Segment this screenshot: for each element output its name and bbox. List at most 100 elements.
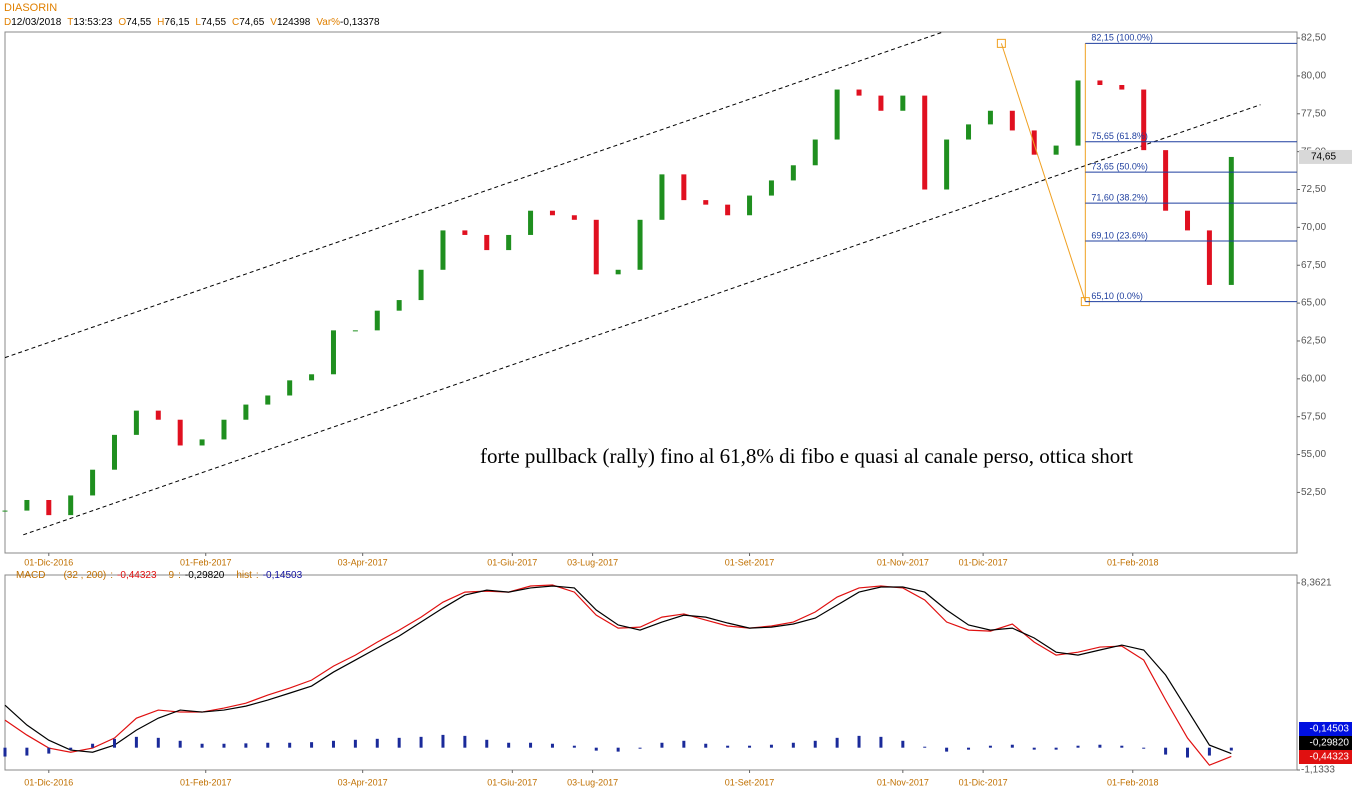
hist-bar bbox=[134, 736, 138, 748]
hist-bar bbox=[835, 737, 839, 748]
hist-bar bbox=[397, 737, 401, 748]
hist-bar bbox=[441, 734, 445, 748]
candle bbox=[1228, 156, 1234, 285]
legend-sep: : bbox=[110, 570, 113, 581]
header-value: 124398 bbox=[277, 17, 311, 28]
candle bbox=[659, 174, 665, 220]
candle bbox=[243, 404, 249, 420]
hist-bar bbox=[901, 740, 905, 748]
hist-bar bbox=[529, 742, 533, 748]
x-tick-label: 01-Dic-2017 bbox=[959, 777, 1008, 787]
candle bbox=[1097, 80, 1103, 86]
header-value: 76,15 bbox=[164, 17, 189, 28]
candle bbox=[1119, 85, 1125, 90]
header-key: T bbox=[67, 17, 73, 28]
candle bbox=[1163, 150, 1169, 211]
candle bbox=[90, 469, 96, 496]
candle bbox=[440, 230, 446, 270]
header-key: H bbox=[157, 17, 164, 28]
x-tick-label: 03-Lug-2017 bbox=[567, 777, 618, 787]
candle bbox=[46, 499, 52, 516]
hist-bar bbox=[1164, 747, 1168, 755]
candle bbox=[309, 374, 315, 381]
y-tick-label: 52,50 bbox=[1301, 487, 1326, 498]
last-price-box bbox=[1299, 149, 1352, 164]
candle bbox=[681, 174, 687, 201]
candle bbox=[834, 89, 840, 140]
hist-bar bbox=[813, 740, 817, 748]
macd-header: MACD (32 , 200): -0,44323 9: -0,29820 hist: -0… bbox=[16, 570, 303, 581]
candle bbox=[987, 110, 993, 125]
legend-name: hist bbox=[236, 570, 252, 581]
candle bbox=[593, 219, 599, 275]
x-tick-label: 01-Feb-2018 bbox=[1107, 557, 1159, 567]
y-tick-label: 57,50 bbox=[1301, 411, 1326, 422]
hist-bar bbox=[1010, 744, 1014, 748]
candle bbox=[812, 139, 818, 166]
x-tick-label: 01-Set-2017 bbox=[725, 777, 775, 787]
candle bbox=[352, 330, 358, 332]
fibo-label: 71,60 (38.2%) bbox=[1091, 193, 1148, 203]
candle bbox=[966, 124, 972, 140]
hist-bar bbox=[879, 736, 883, 748]
x-tick-label: 01-Dic-2017 bbox=[959, 557, 1008, 567]
y-tick-label: 80,00 bbox=[1301, 71, 1326, 82]
candle bbox=[484, 234, 490, 251]
y-tick-label: 72,50 bbox=[1301, 184, 1326, 195]
hist-bar bbox=[572, 745, 576, 748]
candle bbox=[1053, 145, 1059, 155]
channel-line bbox=[4, 31, 944, 359]
macd-line bbox=[4, 585, 1232, 755]
candle bbox=[1206, 230, 1212, 285]
header-value: 13:53:23 bbox=[73, 17, 112, 28]
hist-bar bbox=[178, 740, 182, 748]
candle bbox=[549, 210, 555, 216]
fibo-label: 69,10 (23.6%) bbox=[1091, 230, 1148, 240]
candle bbox=[944, 139, 950, 190]
candle bbox=[1185, 210, 1191, 231]
header-key: L bbox=[195, 17, 201, 28]
candle bbox=[2, 510, 8, 512]
hist-bar bbox=[988, 745, 992, 748]
hist-bar bbox=[1142, 747, 1146, 749]
hist-bar bbox=[244, 743, 248, 748]
x-tick-label: 01-Nov-2017 bbox=[877, 557, 929, 567]
hist-bar bbox=[638, 747, 642, 749]
hist-bar bbox=[1120, 745, 1124, 748]
x-tick-label: 03-Apr-2017 bbox=[338, 557, 388, 567]
candle bbox=[768, 180, 774, 196]
value-box bbox=[1299, 722, 1352, 736]
hist-bar bbox=[200, 743, 204, 748]
legend-value: -0,44323 bbox=[117, 570, 157, 581]
fibo-anchor bbox=[996, 38, 1006, 48]
x-tick-label: 03-Lug-2017 bbox=[567, 557, 618, 567]
legend-sep: : bbox=[256, 570, 259, 581]
candle bbox=[265, 395, 271, 405]
chart-title: DIASORIN bbox=[4, 2, 57, 14]
hist-bar bbox=[857, 735, 861, 748]
hist-bar bbox=[91, 743, 95, 748]
header-value: 74,55 bbox=[126, 17, 151, 28]
legend-sep: : bbox=[178, 570, 181, 581]
hist-bar bbox=[967, 747, 971, 750]
candle bbox=[790, 165, 796, 181]
candle bbox=[374, 310, 380, 331]
hist-bar bbox=[1229, 747, 1233, 751]
legend-name: 9 bbox=[169, 570, 175, 581]
candle bbox=[571, 215, 577, 220]
hist-bar bbox=[331, 740, 335, 748]
hist-bar bbox=[375, 738, 379, 748]
hist-bar bbox=[1032, 747, 1036, 750]
header-key: D bbox=[4, 17, 11, 28]
hist-bar bbox=[791, 742, 795, 748]
y-tick-label: 70,00 bbox=[1301, 222, 1326, 233]
channel-line bbox=[23, 104, 1261, 536]
candle bbox=[900, 95, 906, 111]
value-box-label: -0,44323 bbox=[1310, 752, 1350, 763]
hist-bar bbox=[222, 743, 226, 748]
candle bbox=[287, 380, 293, 396]
hist-bar bbox=[47, 747, 51, 754]
x-tick-label: 01-Giu-2017 bbox=[487, 557, 537, 567]
hist-bar bbox=[485, 739, 489, 748]
